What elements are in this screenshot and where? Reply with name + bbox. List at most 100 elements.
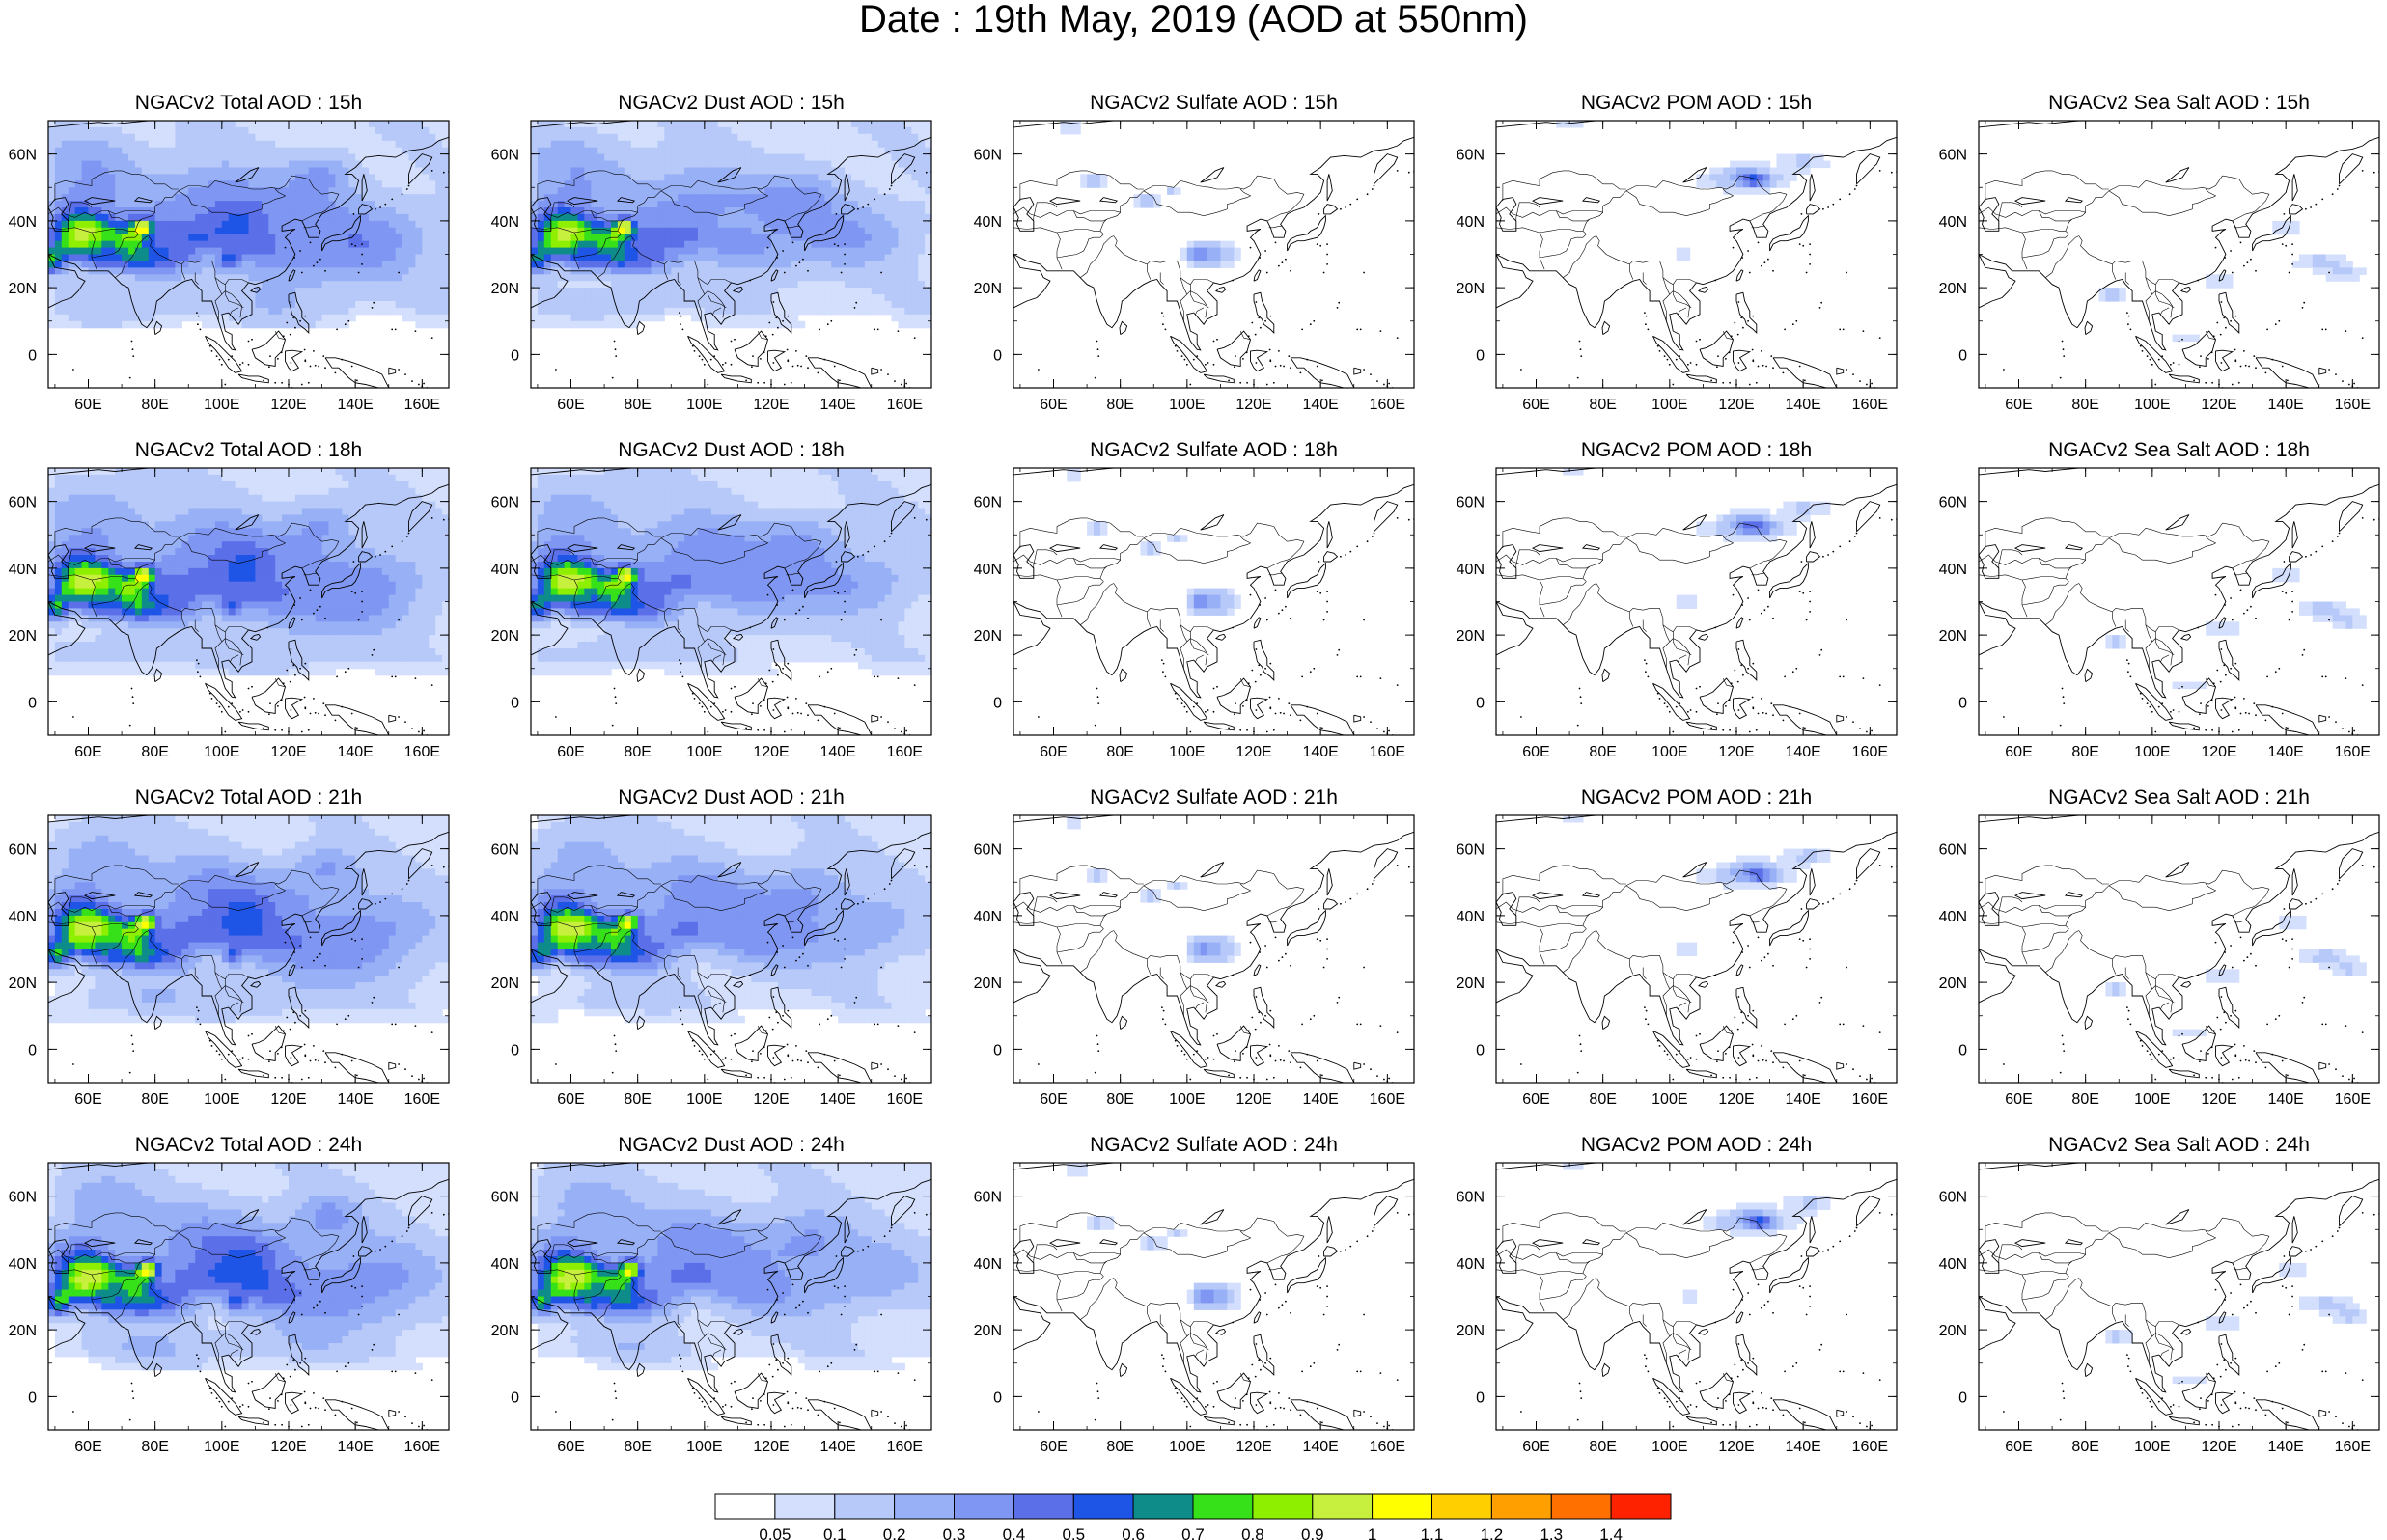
lon-tick-label: 80E xyxy=(624,397,651,413)
lat-tick-label: 60N xyxy=(491,148,519,164)
lat-tick-label: 0 xyxy=(993,1389,1002,1406)
lat-tick-label: 40N xyxy=(974,562,1002,578)
map-panel-7: NGACv2 Dust AOD : 18h 60E 80E 100E 120E 140E 1… xyxy=(491,439,932,760)
map-panel-10: NGACv2 Sea Salt AOD : 18h 60E 80E 100E 120E 1… xyxy=(1939,439,2380,760)
aod-field xyxy=(531,121,931,388)
colorbar-label: 0.7 xyxy=(1181,1526,1205,1540)
lat-tick-label: 0 xyxy=(1958,695,1967,711)
lon-tick-label: 60E xyxy=(1040,1439,1067,1455)
lon-tick-label: 120E xyxy=(2201,744,2236,760)
aod-field xyxy=(1979,468,2379,735)
lat-tick-label: 20N xyxy=(1939,1323,1967,1339)
lat-tick-label: 40N xyxy=(9,909,37,925)
lon-tick-label: 160E xyxy=(1370,1091,1405,1108)
panel-title: NGACv2 Dust AOD : 18h xyxy=(618,439,845,461)
lat-tick-label: 40N xyxy=(491,214,519,231)
lon-tick-label: 120E xyxy=(2201,1091,2236,1108)
lon-tick-label: 60E xyxy=(1040,744,1067,760)
lon-tick-label: 100E xyxy=(204,1439,239,1455)
map-panel-4: NGACv2 POM AOD : 15h 60E 80E 100E 120E 140E 16… xyxy=(1457,92,1898,413)
lon-tick-label: 120E xyxy=(1235,397,1271,413)
map-panel-15: NGACv2 Sea Salt AOD : 21h 60E 80E 100E 120E 1… xyxy=(1939,786,2380,1108)
aod-field xyxy=(1496,468,1897,735)
panel-title: NGACv2 Sulfate AOD : 24h xyxy=(1090,1134,1338,1156)
map-panel-19: NGACv2 POM AOD : 24h 60E 80E 100E 120E 140E 16… xyxy=(1457,1134,1898,1455)
lat-tick-label: 60N xyxy=(1939,495,1967,511)
panel-title: NGACv2 Dust AOD : 21h xyxy=(618,786,845,809)
lon-tick-label: 60E xyxy=(74,1439,101,1455)
lat-tick-label: 20N xyxy=(491,976,519,992)
lon-tick-label: 100E xyxy=(686,397,722,413)
lat-tick-label: 60N xyxy=(1939,1190,1967,1206)
lat-tick-label: 0 xyxy=(1958,1389,1967,1406)
lon-tick-label: 160E xyxy=(1852,1091,1888,1108)
lon-tick-label: 140E xyxy=(2267,1439,2303,1455)
lon-tick-label: 140E xyxy=(1302,1091,1338,1108)
colorbar-label: 0.5 xyxy=(1062,1526,1085,1540)
lat-tick-label: 0 xyxy=(28,695,37,711)
colorbar-label: 0.4 xyxy=(1003,1526,1026,1540)
lon-tick-label: 160E xyxy=(404,1439,440,1455)
lon-tick-label: 100E xyxy=(1651,744,1687,760)
lat-tick-label: 20N xyxy=(1939,976,1967,992)
aod-field xyxy=(1979,121,2379,388)
lat-tick-label: 60N xyxy=(491,495,519,511)
lat-tick-label: 40N xyxy=(9,1256,37,1273)
lon-tick-label: 60E xyxy=(1522,1091,1549,1108)
panel-title: NGACv2 Sulfate AOD : 18h xyxy=(1090,439,1338,461)
lon-tick-label: 60E xyxy=(1522,397,1549,413)
lon-tick-label: 120E xyxy=(753,744,789,760)
lon-tick-label: 100E xyxy=(1169,397,1205,413)
lat-tick-label: 20N xyxy=(1457,1323,1485,1339)
map-panel-14: NGACv2 POM AOD : 21h 60E 80E 100E 120E 140E 16… xyxy=(1457,786,1898,1108)
lat-tick-label: 40N xyxy=(1457,909,1485,925)
lat-tick-label: 60N xyxy=(1457,842,1485,859)
lon-tick-label: 140E xyxy=(1785,1439,1820,1455)
lat-tick-label: 40N xyxy=(1457,214,1485,231)
lon-tick-label: 160E xyxy=(887,1439,923,1455)
lon-tick-label: 140E xyxy=(1302,397,1338,413)
lat-tick-label: 0 xyxy=(993,1042,1002,1059)
lon-tick-label: 160E xyxy=(887,397,923,413)
lat-tick-label: 0 xyxy=(28,347,37,364)
lat-tick-label: 60N xyxy=(1939,148,1967,164)
lon-tick-label: 100E xyxy=(2134,744,2170,760)
map-panel-20: NGACv2 Sea Salt AOD : 24h 60E 80E 100E 120E 1… xyxy=(1939,1134,2380,1455)
lat-tick-label: 60N xyxy=(9,1190,37,1206)
lon-tick-label: 120E xyxy=(753,397,789,413)
map-panel-11: NGACv2 Total AOD : 21h 60E 80E 100E 120E 140E… xyxy=(9,786,450,1108)
lon-tick-label: 60E xyxy=(557,1091,584,1108)
panel-title: NGACv2 POM AOD : 21h xyxy=(1581,786,1812,809)
lon-tick-label: 60E xyxy=(2005,1091,2032,1108)
panel-title: NGACv2 Sea Salt AOD : 21h xyxy=(2048,786,2310,809)
map-panel-6: NGACv2 Total AOD : 18h 60E 80E 100E 120E 140E… xyxy=(9,439,450,760)
lon-tick-label: 100E xyxy=(686,1439,722,1455)
colorbar-label: 0.1 xyxy=(823,1526,847,1540)
lon-tick-label: 140E xyxy=(819,1439,855,1455)
lat-tick-label: 20N xyxy=(491,1323,519,1339)
colorbar-swatch xyxy=(954,1493,1014,1520)
lon-tick-label: 160E xyxy=(887,1091,923,1108)
lon-tick-label: 80E xyxy=(624,1439,651,1455)
lat-tick-label: 40N xyxy=(1457,562,1485,578)
lat-tick-label: 0 xyxy=(511,695,519,711)
colorbar-label: 1.3 xyxy=(1540,1526,1563,1540)
colorbar-label: 0.8 xyxy=(1241,1526,1264,1540)
lon-tick-label: 80E xyxy=(1589,397,1616,413)
lon-tick-label: 160E xyxy=(404,397,440,413)
lat-tick-label: 20N xyxy=(974,1323,1002,1339)
lon-tick-label: 80E xyxy=(1106,397,1133,413)
lat-tick-label: 40N xyxy=(1939,909,1967,925)
lon-tick-label: 100E xyxy=(204,397,239,413)
lon-tick-label: 140E xyxy=(337,397,373,413)
lat-tick-label: 0 xyxy=(1476,1389,1485,1406)
lat-tick-label: 20N xyxy=(9,281,37,297)
lat-tick-label: 60N xyxy=(9,842,37,859)
lon-tick-label: 100E xyxy=(1651,1439,1687,1455)
lat-tick-label: 20N xyxy=(974,628,1002,645)
aod-field xyxy=(1979,815,2379,1083)
lon-tick-label: 60E xyxy=(2005,1439,2032,1455)
lon-tick-label: 160E xyxy=(2335,744,2371,760)
lon-tick-label: 100E xyxy=(2134,1091,2170,1108)
figure-title: Date : 19th May, 2019 (AOD at 550nm) xyxy=(859,0,1528,41)
